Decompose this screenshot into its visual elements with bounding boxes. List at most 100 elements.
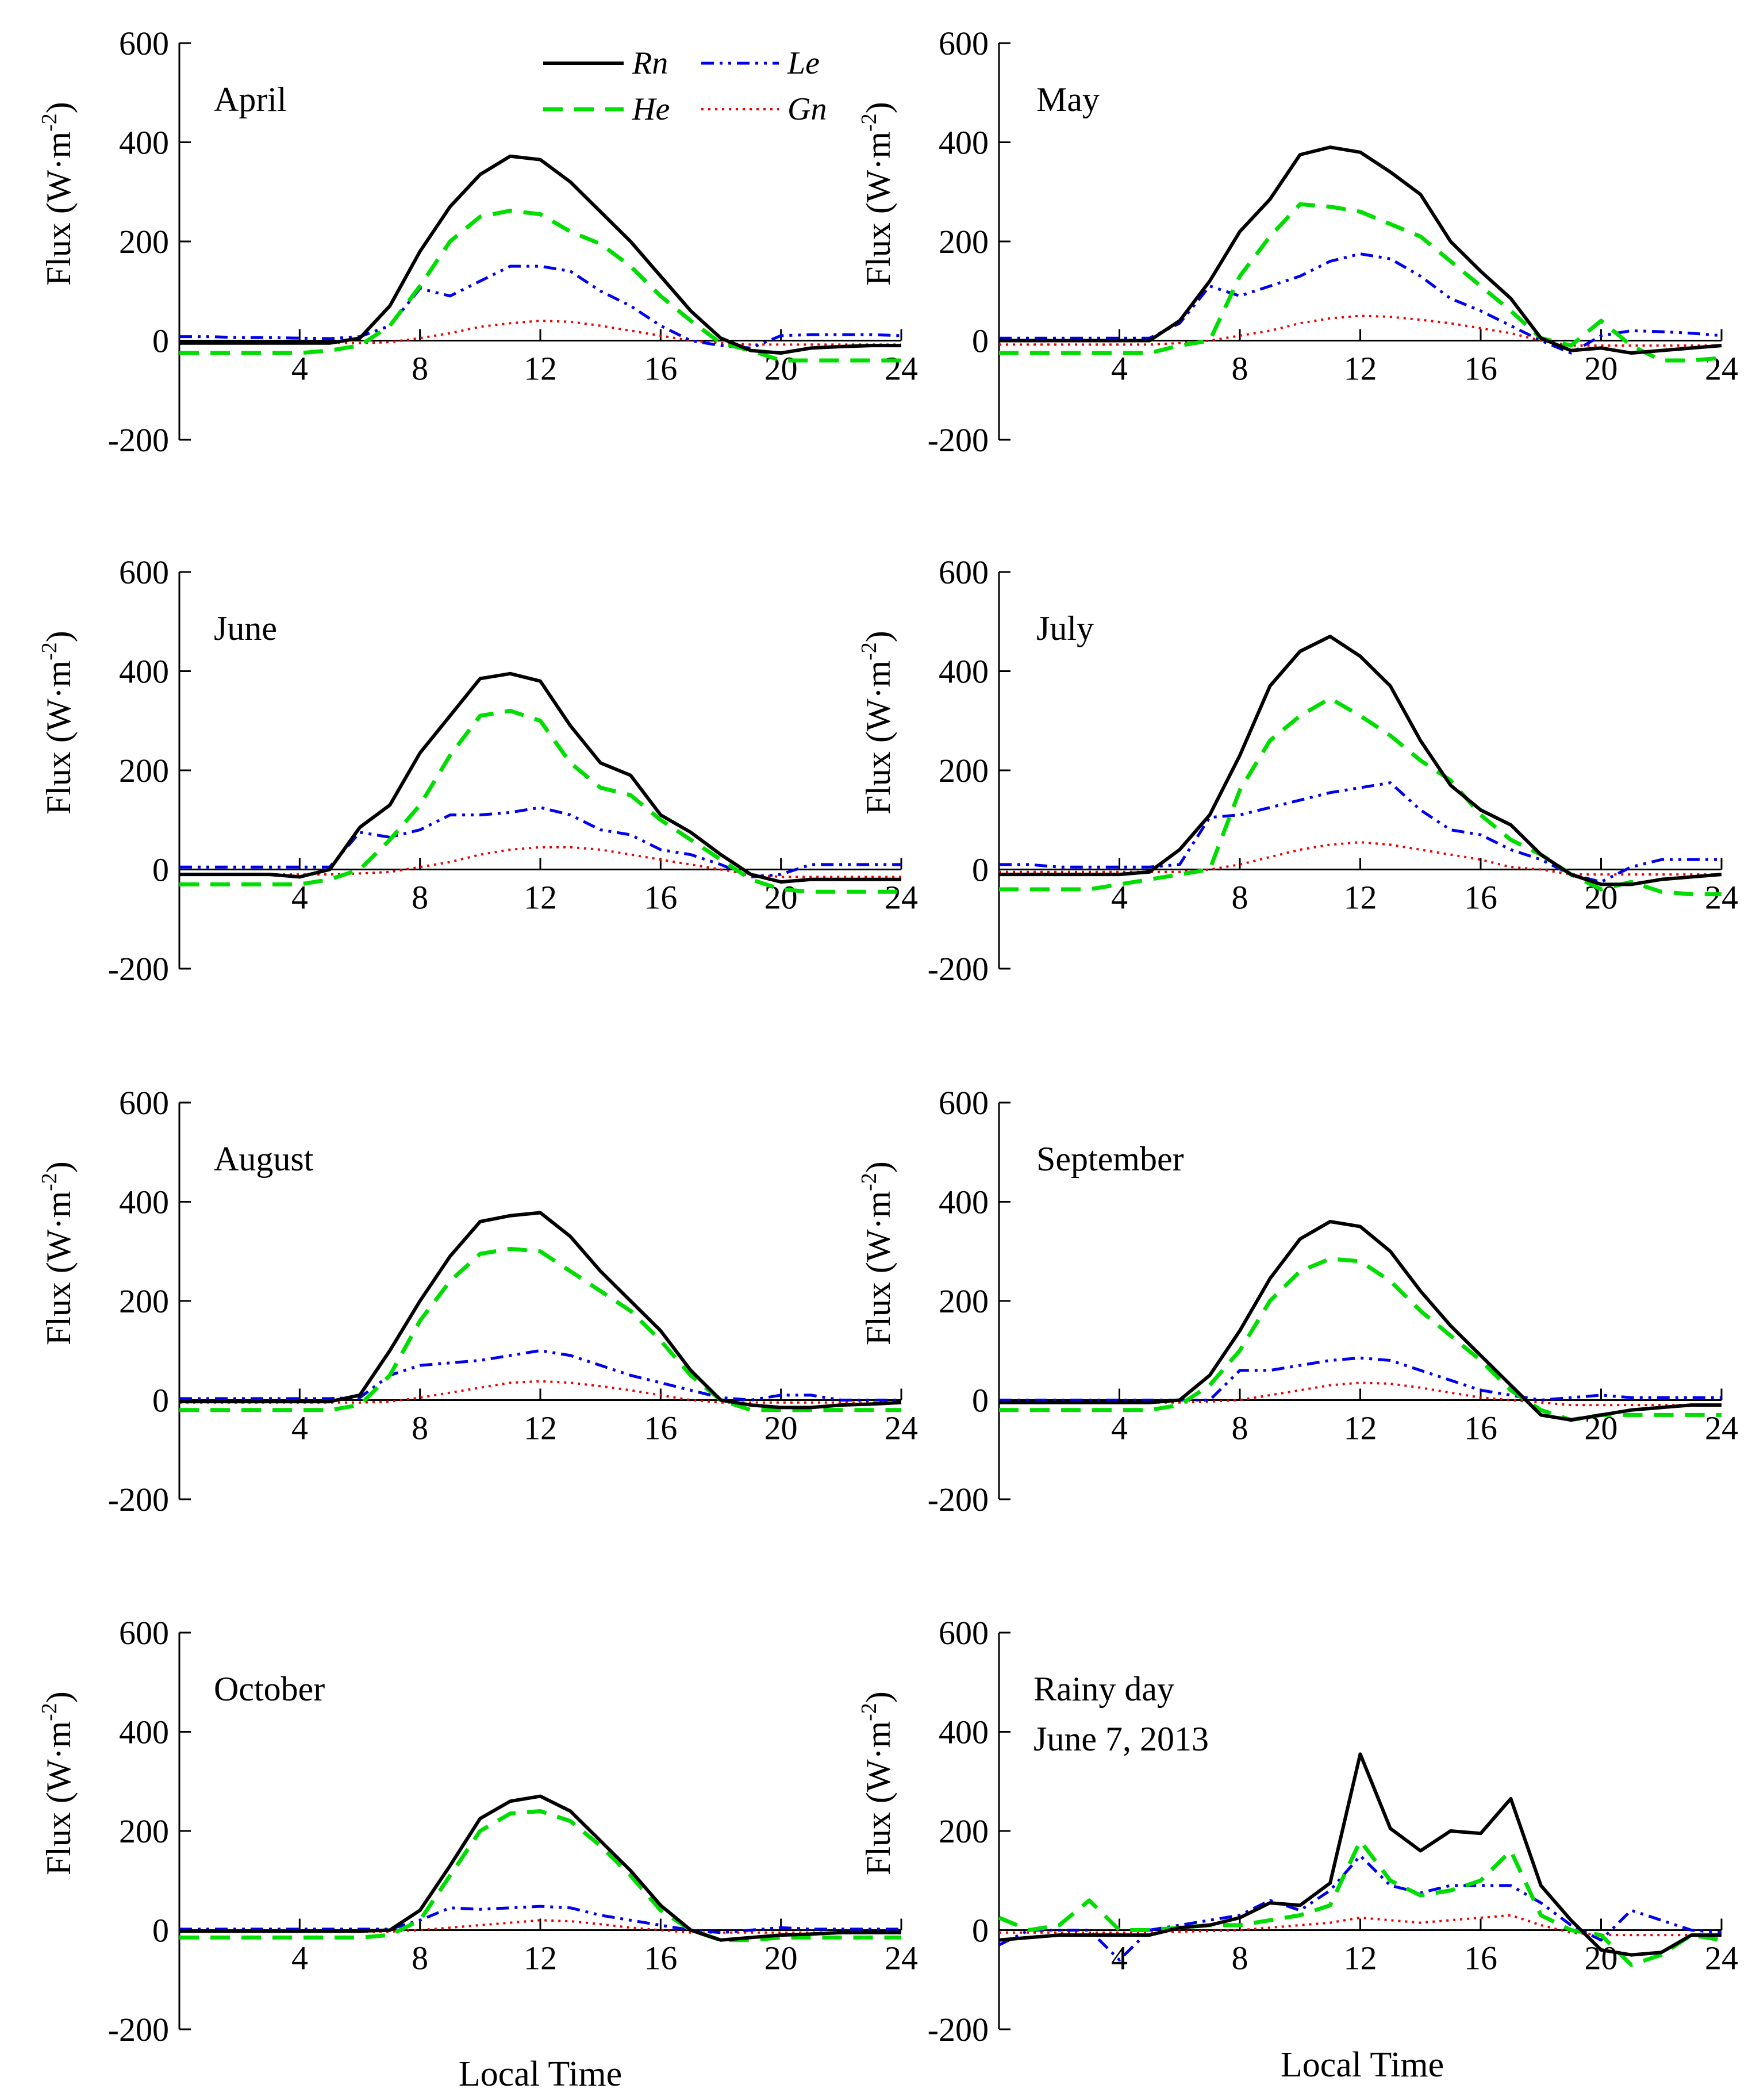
series-line-le (179, 264, 902, 350)
x-tick-label: 8 (412, 1410, 428, 1447)
x-tick-label: 12 (524, 1410, 557, 1447)
series-line-he (999, 202, 1722, 363)
x-tick-label: 24 (885, 1940, 918, 1977)
legend-label-he: He (632, 91, 670, 127)
x-tick-label: 4 (291, 1940, 308, 1977)
x-tick-label: 8 (1232, 1940, 1248, 1977)
y-tick-label: 0 (972, 1912, 989, 1949)
legend-label-le: Le (787, 45, 820, 81)
series-line-le (999, 252, 1722, 355)
series-line-he (179, 209, 901, 363)
legend-label-gn: Gn (787, 91, 827, 127)
y-tick-label: 400 (119, 653, 169, 690)
y-tick-label: 600 (939, 25, 989, 62)
series-line-rn (179, 1211, 902, 1410)
x-tick-label: 20 (1585, 350, 1618, 387)
y-tick-label: 200 (939, 1283, 989, 1320)
y-tick-label: 0 (972, 323, 989, 360)
y-axis-title: Flux (W·m-2) (37, 102, 78, 286)
y-tick-label: 400 (119, 1714, 169, 1751)
y-tick-label: 200 (119, 752, 169, 789)
x-tick-label: 16 (1464, 350, 1497, 387)
panel-title: October (214, 1670, 325, 1708)
y-tick-label: 400 (119, 1184, 169, 1221)
x-tick-label: 16 (644, 350, 677, 387)
x-tick-label: 4 (291, 1410, 308, 1447)
legend: Rn Le He Gn (543, 45, 827, 127)
panel-title: May (1036, 80, 1100, 118)
series-line-gn (999, 841, 1722, 876)
x-tick-label: 12 (1344, 1940, 1377, 1977)
y-axis-title: Flux (W·m-2) (857, 1691, 897, 1875)
y-tick-label: 600 (939, 554, 989, 591)
x-tick-label: 24 (885, 1410, 918, 1447)
x-tick-label: 16 (1464, 1940, 1497, 1977)
series-line-rn (179, 154, 901, 355)
x-axis-title-right: Local Time (1281, 2045, 1444, 2084)
series-line-rn (999, 145, 1722, 355)
x-tick-label: 12 (1344, 350, 1377, 387)
y-tick-label: 600 (939, 1614, 989, 1652)
x-tick-label: 8 (412, 1940, 428, 1977)
y-tick-label: 600 (119, 1614, 169, 1652)
y-tick-label: 200 (119, 223, 169, 260)
y-tick-label: 200 (939, 1813, 989, 1850)
panel-may: -200 0 200 400 600 4 8 12 16 20 24 Flux (W·m-2) May (857, 25, 1738, 459)
panel-title: Rainy day (1033, 1670, 1174, 1708)
panel-august: -200 0 200 400 600 4 8 12 16 20 24 Flux (W·m-2) Augu… (37, 1084, 918, 1518)
y-tick-label: 400 (939, 124, 989, 162)
x-tick-label: 24 (885, 879, 918, 916)
x-tick-label: 12 (1344, 879, 1377, 916)
y-tick-label: 200 (119, 1813, 169, 1850)
y-tick-label: -200 (108, 1481, 169, 1518)
x-tick-label: 12 (524, 879, 557, 916)
series-line-rn (179, 1794, 901, 1942)
x-tick-label: 24 (1705, 879, 1738, 916)
x-tick-label: 12 (1344, 1410, 1377, 1447)
panel-title: April (214, 80, 287, 118)
panel-october: -200 0 200 400 600 4 8 12 16 20 24 Flux (W·m-2) Octo… (37, 1614, 918, 2048)
x-tick-label: 24 (1705, 1940, 1738, 1977)
x-axis-title-left: Local Time (459, 2055, 622, 2094)
x-tick-label: 20 (764, 1940, 798, 1977)
x-tick-label: 4 (1111, 1410, 1128, 1447)
x-tick-label: 8 (1232, 350, 1248, 387)
series-line-le (179, 806, 901, 878)
series-line-le (179, 1905, 901, 1934)
series-line-le (179, 1349, 901, 1402)
y-tick-label: 600 (119, 554, 169, 591)
series-line-he (998, 1838, 1722, 1967)
y-tick-label: 400 (119, 124, 169, 162)
x-tick-label: 20 (1585, 1940, 1618, 1977)
x-tick-label: 12 (524, 350, 557, 387)
y-tick-label: -200 (108, 950, 169, 988)
x-tick-label: 16 (644, 879, 677, 916)
panel-title: September (1036, 1140, 1184, 1178)
x-tick-label: 8 (1232, 879, 1248, 916)
series-line-le (998, 1854, 1722, 1961)
x-tick-label: 4 (291, 350, 308, 387)
x-tick-label: 16 (1464, 879, 1497, 916)
x-tick-label: 4 (1111, 350, 1128, 387)
y-tick-label: 600 (119, 1084, 169, 1122)
y-tick-label: 600 (939, 1084, 989, 1122)
panel-title: June (214, 609, 277, 647)
y-axis-title: Flux (W·m-2) (37, 1691, 78, 1875)
y-tick-label: 0 (152, 1912, 169, 1949)
series-line-he (179, 1246, 901, 1412)
panel-subtitle: June 7, 2013 (1033, 1720, 1209, 1758)
x-tick-label: 16 (644, 1940, 677, 1977)
panel-title: July (1036, 609, 1094, 647)
series-line-he (179, 1809, 901, 1942)
y-axis-title: Flux (W·m-2) (857, 102, 897, 286)
y-tick-label: 0 (972, 851, 989, 889)
y-tick-label: 0 (972, 1382, 989, 1419)
y-tick-label: 400 (939, 653, 989, 690)
series-line-rn (998, 1752, 1722, 1957)
